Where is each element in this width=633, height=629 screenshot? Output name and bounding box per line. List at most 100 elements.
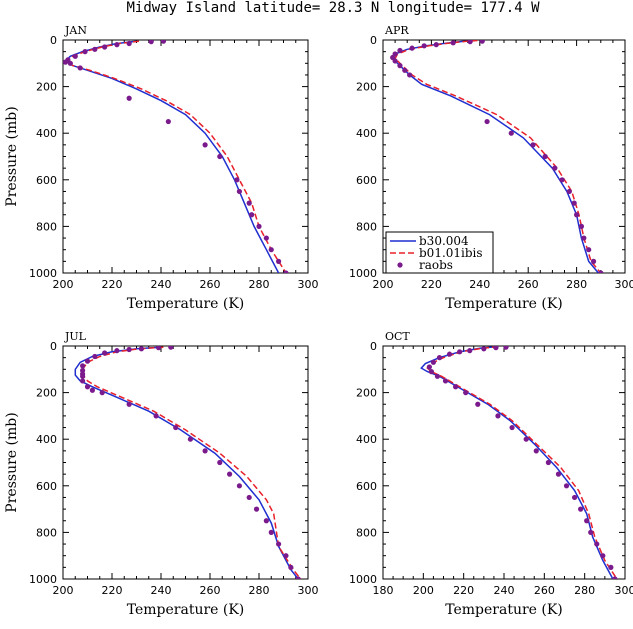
raobs-point bbox=[571, 200, 577, 206]
raobs-point bbox=[578, 223, 585, 229]
legend-marker bbox=[397, 262, 403, 268]
x-tick-label: 200 bbox=[373, 278, 394, 291]
raobs-point bbox=[80, 373, 86, 379]
y-tick-label: 800 bbox=[356, 220, 377, 233]
raobs-point bbox=[126, 346, 132, 353]
raobs-point bbox=[428, 369, 434, 375]
raobs-point bbox=[407, 72, 413, 78]
raobs-point bbox=[545, 459, 551, 466]
raobs-point bbox=[588, 529, 594, 536]
raobs-point bbox=[523, 436, 529, 442]
raobs-point bbox=[168, 346, 174, 350]
raobs-point bbox=[559, 177, 565, 183]
x-tick-label: 220 bbox=[421, 278, 442, 291]
raobs-point bbox=[409, 45, 415, 51]
raobs-point bbox=[434, 373, 441, 379]
raobs-point bbox=[530, 142, 536, 148]
y-tick-label: 400 bbox=[356, 433, 377, 446]
y-tick-label: 1000 bbox=[29, 267, 57, 280]
raobs-point bbox=[446, 351, 453, 357]
raobs-point bbox=[276, 258, 282, 264]
series-raobs bbox=[390, 40, 604, 273]
y-tick-label: 600 bbox=[356, 480, 377, 493]
series-raobs bbox=[80, 346, 301, 579]
series-b01-01ibis-line bbox=[64, 40, 287, 273]
panel-jan: 200 220 240 260 280 300 0 200 400 600 800 1000 JAN Te… bbox=[4, 24, 319, 312]
raobs-point bbox=[584, 518, 590, 524]
x-tick-label: 240 bbox=[151, 278, 172, 291]
raobs-point bbox=[463, 390, 469, 396]
raobs-point bbox=[612, 576, 618, 579]
y-tick-label: 200 bbox=[36, 387, 57, 400]
raobs-point bbox=[263, 518, 269, 524]
raobs-point bbox=[126, 401, 132, 407]
raobs-point bbox=[508, 130, 514, 136]
y-tick-label: 400 bbox=[36, 433, 57, 446]
raobs-point bbox=[202, 448, 208, 454]
raobs-point bbox=[114, 348, 120, 354]
raobs-point bbox=[563, 483, 570, 489]
x-axis-title: Temperature (K) bbox=[127, 296, 245, 312]
y-tick-label: 0 bbox=[370, 340, 377, 353]
raobs-point bbox=[484, 118, 490, 125]
raobs-point bbox=[475, 401, 481, 407]
raobs-point bbox=[402, 67, 408, 73]
raobs-point bbox=[268, 247, 274, 253]
legend-label: raobs bbox=[419, 258, 453, 272]
raobs-point bbox=[288, 564, 294, 570]
raobs-point bbox=[467, 40, 473, 45]
x-tick-label: 260 bbox=[200, 584, 221, 597]
x-tick-label: 300 bbox=[298, 584, 319, 597]
raobs-point bbox=[555, 471, 562, 477]
legend-entry-b30-004: b30.004 bbox=[390, 234, 469, 248]
y-tick-label: 800 bbox=[36, 220, 57, 233]
raobs-point bbox=[217, 153, 223, 160]
raobs-point bbox=[598, 270, 604, 273]
y-tick-label: 0 bbox=[50, 34, 57, 47]
raobs-point bbox=[92, 46, 98, 52]
raobs-point bbox=[80, 378, 86, 384]
y-tick-label: 0 bbox=[50, 340, 57, 353]
panel-jul: 200 220 240 260 280 300 0 200 400 600 800 1000 JUL Te… bbox=[4, 330, 319, 618]
plot-area bbox=[74, 346, 302, 579]
raobs-point bbox=[571, 494, 578, 501]
raobs-point bbox=[160, 40, 167, 44]
raobs-point bbox=[92, 353, 98, 360]
series-b01-01ibis-line bbox=[426, 346, 618, 579]
plot-frame bbox=[382, 345, 626, 580]
x-tick-label: 180 bbox=[373, 584, 394, 597]
raobs-point bbox=[453, 384, 459, 390]
x-tick-label: 280 bbox=[249, 278, 270, 291]
raobs-point bbox=[608, 564, 614, 570]
raobs-point bbox=[99, 390, 105, 396]
raobs-point bbox=[82, 49, 88, 55]
raobs-point bbox=[509, 424, 515, 431]
legend-label: b30.004 bbox=[419, 234, 469, 248]
chart-panels: 200 220 240 260 280 300 0 200 400 600 800 1000 JAN Te… bbox=[4, 24, 633, 618]
raobs-point bbox=[187, 436, 193, 442]
raobs-point bbox=[263, 235, 269, 241]
raobs-point bbox=[283, 553, 289, 559]
raobs-point bbox=[72, 53, 78, 59]
y-tick-label: 200 bbox=[356, 81, 377, 94]
raobs-point bbox=[392, 58, 398, 64]
y-axis-title: Pressure (mb) bbox=[4, 412, 20, 512]
x-tick-label: 220 bbox=[453, 584, 474, 597]
raobs-point bbox=[590, 258, 597, 264]
y-tick-label: 600 bbox=[36, 174, 57, 187]
x-tick-label: 200 bbox=[53, 584, 74, 597]
series-b01-01ibis-line bbox=[81, 346, 302, 579]
x-axis-title: Temperature (K) bbox=[127, 602, 245, 618]
raobs-point bbox=[236, 483, 242, 489]
raobs-point bbox=[227, 471, 233, 477]
y-tick-label: 400 bbox=[36, 127, 57, 140]
y-tick-label: 1000 bbox=[29, 573, 57, 586]
legend-label: b01.01ibis bbox=[419, 246, 483, 260]
x-tick-label: 240 bbox=[494, 584, 515, 597]
x-tick-label: 280 bbox=[566, 278, 587, 291]
raobs-point bbox=[67, 60, 73, 66]
raobs-point bbox=[397, 63, 403, 69]
raobs-point bbox=[234, 177, 240, 183]
x-tick-label: 300 bbox=[615, 584, 633, 597]
